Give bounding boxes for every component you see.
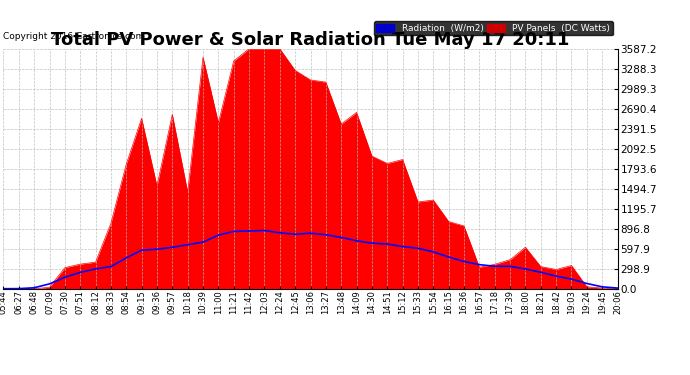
Title: Total PV Power & Solar Radiation Tue May 17 20:11: Total PV Power & Solar Radiation Tue May… <box>51 31 570 49</box>
Legend: Radiation  (W/m2), PV Panels  (DC Watts): Radiation (W/m2), PV Panels (DC Watts) <box>374 21 613 35</box>
Text: Copyright 2016 Cartronics.com: Copyright 2016 Cartronics.com <box>3 32 145 41</box>
